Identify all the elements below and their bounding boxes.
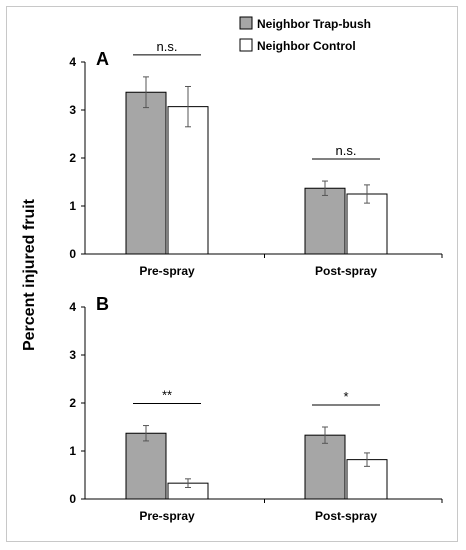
x-category-label: Pre-spray [139,264,195,278]
y-tick-label: 2 [69,396,76,410]
bar-trap-bush [304,434,346,500]
x-category-label: Post-spray [315,509,377,523]
panel-a: 0 1 2 3 4 Pre-spray Post-spray An.s. n.s. [69,39,443,278]
y-axis-label: Percent injured fruit [21,198,38,351]
significance-label: * [343,389,348,404]
bar-trap-bush [125,91,167,255]
panel-letter: B [96,294,109,314]
legend-swatch-2 [239,38,253,52]
significance-label: n.s. [336,143,357,158]
y-tick-label: 4 [69,300,76,314]
x-category-label: Pre-spray [139,509,195,523]
y-tick-label: 3 [69,348,76,362]
y-tick-label: 1 [69,199,76,213]
legend-label-1: Neighbor Trap-bush [257,17,371,31]
panel-letter: A [96,49,109,69]
chart-panels: 0 1 2 3 4 Pre-spray Post-spray An.s. n.s. 0 1 2 3 4 Pr… [69,39,443,523]
legend-label-2: Neighbor Control [257,39,356,53]
y-tick-label: 0 [69,247,76,261]
y-tick-label: 0 [69,492,76,506]
significance-label: ** [162,388,172,403]
legend: Neighbor Trap-bush Neighbor Control [239,16,371,53]
y-tick-label: 1 [69,444,76,458]
figure-frame [6,6,458,542]
bar-trap-bush [125,432,167,500]
bar-trap-bush [304,187,346,255]
legend-swatch-1 [239,16,253,30]
bar-control [346,193,388,255]
y-tick-label: 3 [69,103,76,117]
y-tick-label: 2 [69,151,76,165]
significance-label: n.s. [157,39,178,54]
bar-control [167,106,209,255]
y-tick-label: 4 [69,55,76,69]
x-category-label: Post-spray [315,264,377,278]
